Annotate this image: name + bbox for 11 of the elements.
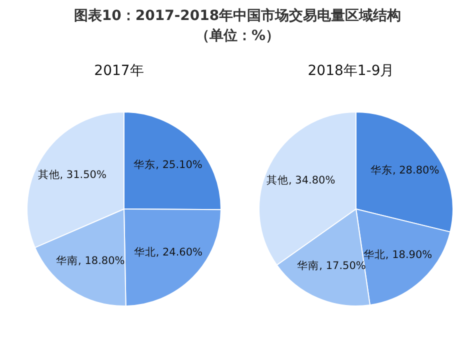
chart-subtitle: 2017年 [93, 62, 145, 81]
slice-label: 华北, 18.90% [363, 248, 432, 261]
slice-label: 其他, 31.50% [38, 168, 106, 181]
slice-label: 其他, 34.80% [266, 173, 336, 186]
chart-title: 图表10：2017-2018年中国市场交易电量区域结构（单位：%） [72, 6, 402, 46]
chart-subtitle: 2018年1-9月 [306, 62, 396, 81]
slice-label: 华南, 17.50% [297, 259, 366, 272]
slice-label: 华北, 24.60% [134, 246, 203, 259]
slice-label: 华东, 28.80% [370, 164, 440, 177]
slice-label: 华南, 18.80% [56, 254, 125, 268]
slice-label: 华东, 25.10% [134, 158, 202, 172]
